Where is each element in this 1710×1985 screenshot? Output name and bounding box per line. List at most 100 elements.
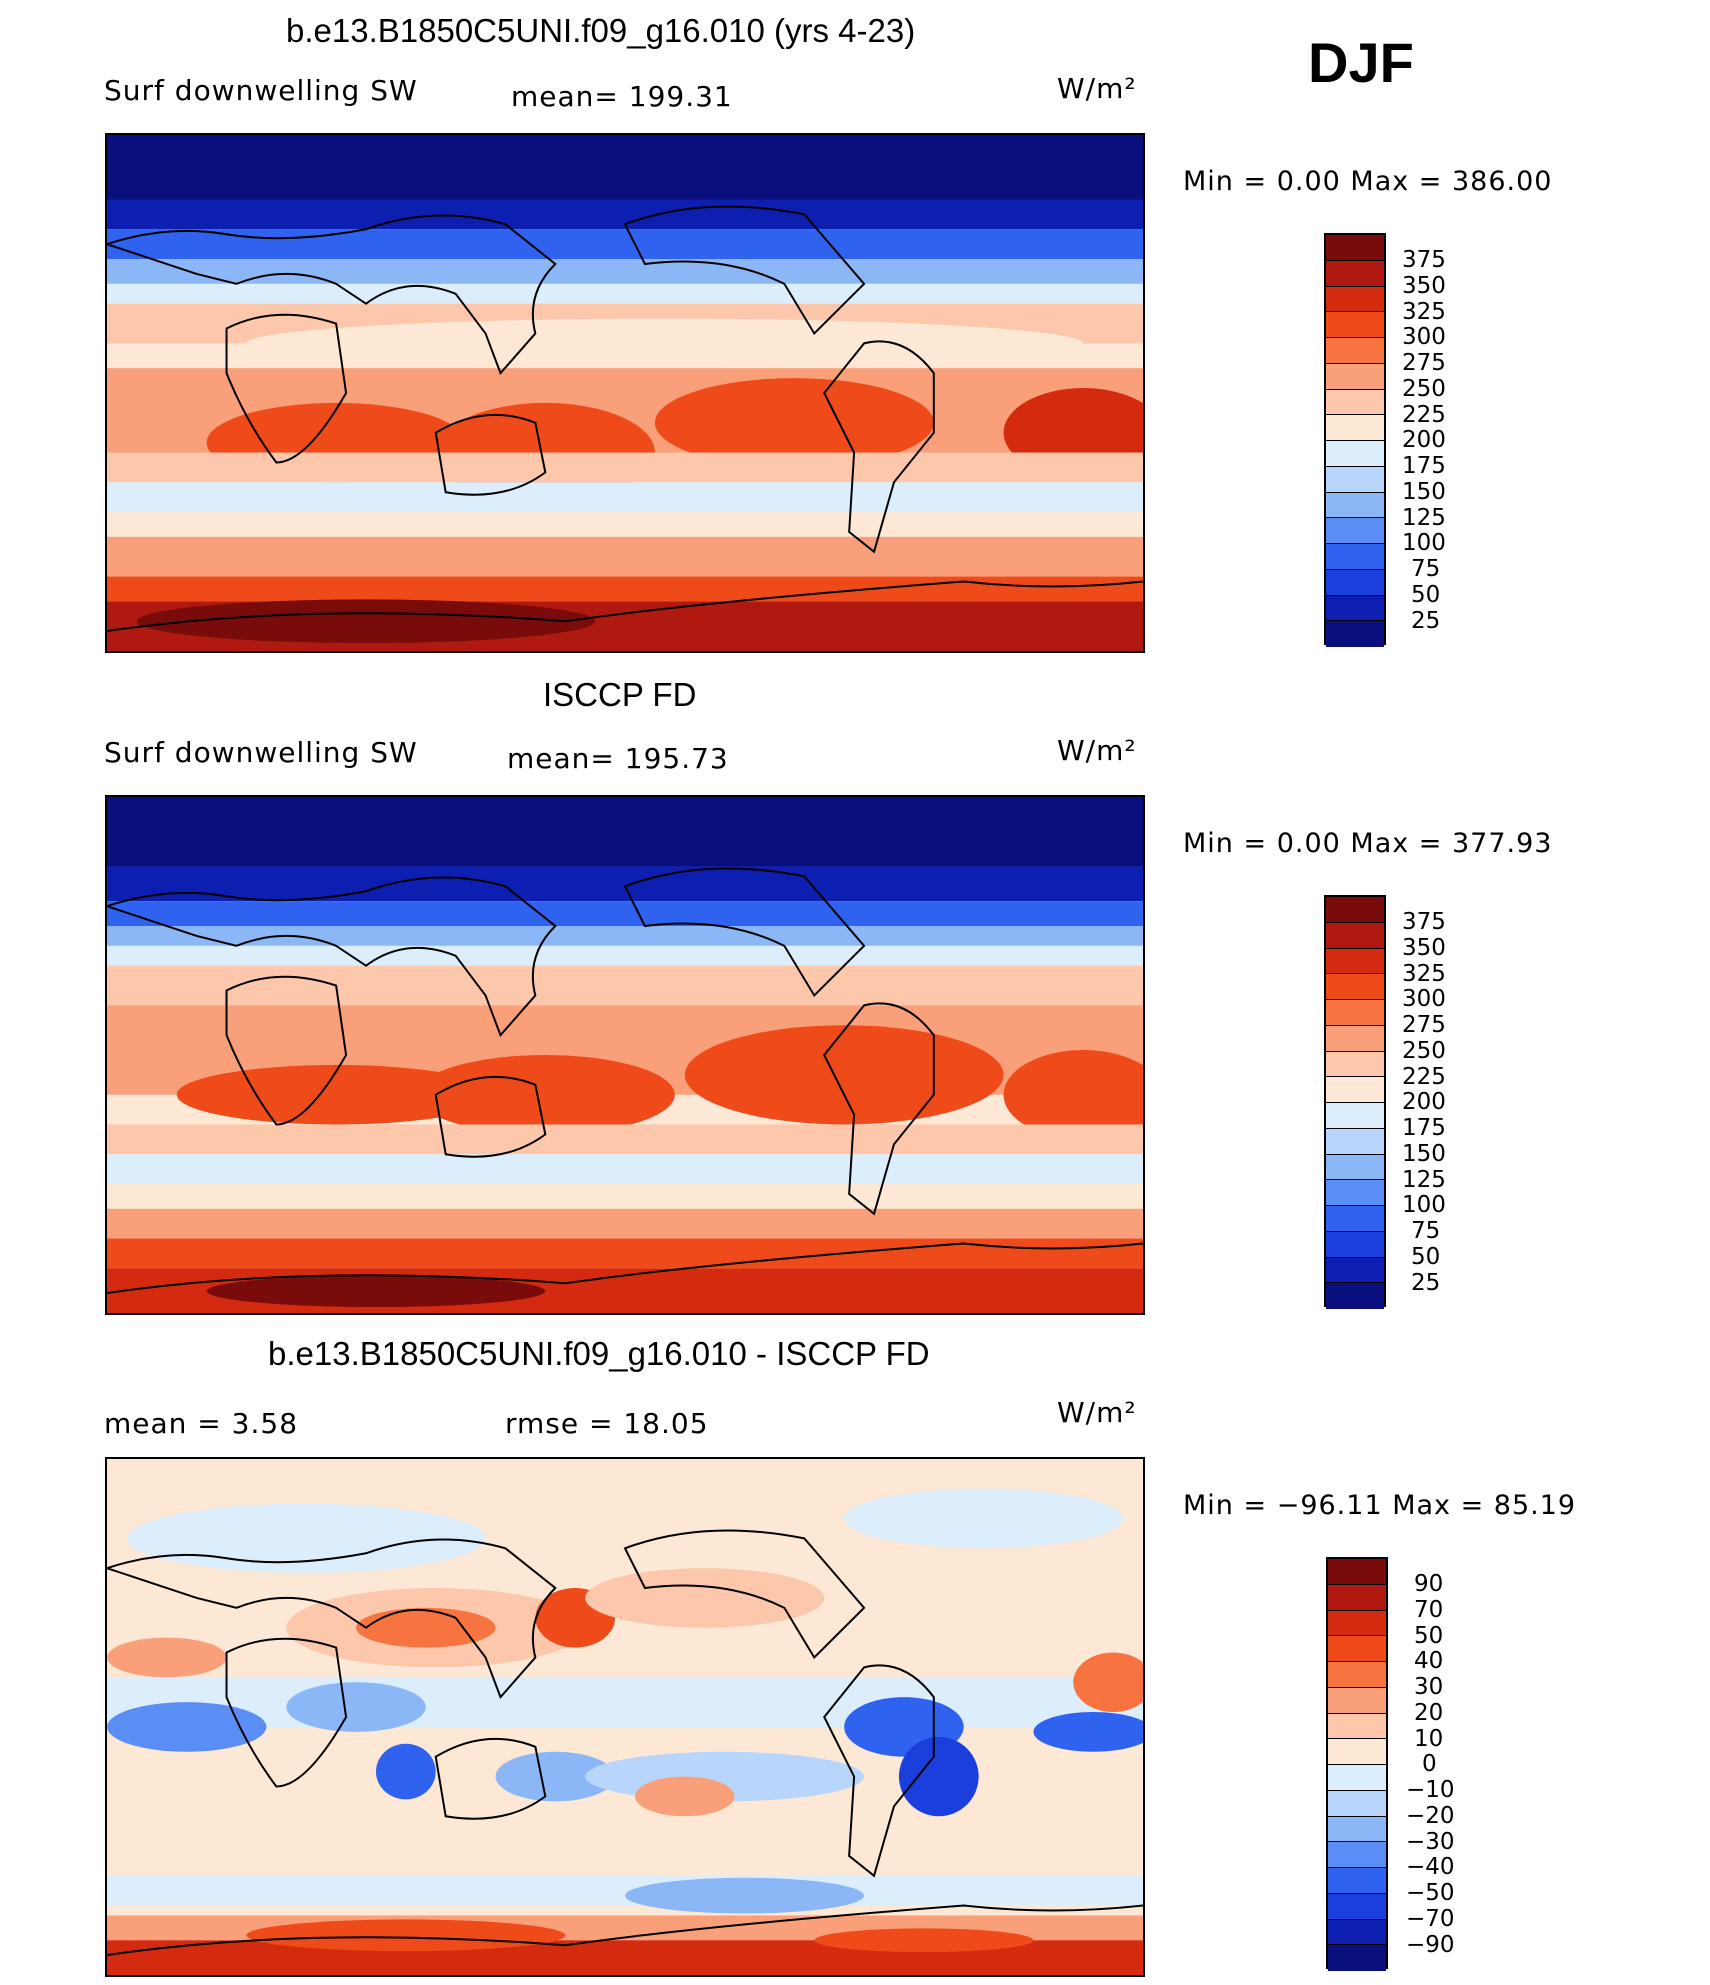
colorbar-swatch <box>1326 544 1384 570</box>
colorbar-label: 300 <box>1402 324 1446 350</box>
colorbar-label: 375 <box>1402 247 1446 273</box>
season-label: DJF <box>1308 31 1414 94</box>
colorbar-label: 125 <box>1402 505 1446 531</box>
panel-2-variable-label: Surf downwelling SW <box>104 736 418 769</box>
colorbar-swatch <box>1326 441 1384 467</box>
colorbar-label: −70 <box>1406 1906 1455 1932</box>
colorbar-swatch <box>1326 363 1384 390</box>
colorbar-swatch <box>1326 1180 1384 1206</box>
colorbar-swatch <box>1326 518 1384 544</box>
colorbar-swatch <box>1326 1283 1384 1309</box>
panel-1-map <box>105 133 1145 653</box>
colorbar-label: 350 <box>1402 273 1446 299</box>
colorbar-label: −30 <box>1406 1829 1455 1855</box>
colorbar-swatch <box>1328 1816 1386 1843</box>
colorbar-swatch <box>1326 569 1384 596</box>
colorbar-swatch <box>1328 1945 1386 1971</box>
colorbar-swatch <box>1328 1919 1386 1946</box>
colorbar-swatch <box>1326 492 1384 519</box>
panel-2-colorbar <box>1324 895 1386 1309</box>
colorbar-label: 90 <box>1414 1571 1444 1597</box>
colorbar-swatch <box>1328 1662 1386 1688</box>
panel-3-rmse-label: rmse = 18.05 <box>505 1407 709 1440</box>
colorbar-swatch <box>1326 974 1384 1000</box>
colorbar-label: 200 <box>1402 427 1446 453</box>
colorbar-label: 0 <box>1422 1751 1437 1777</box>
colorbar-label: 50 <box>1411 1244 1441 1270</box>
panel-2-mean-label: mean= 195.73 <box>507 742 729 775</box>
panel-3-minmax: Min = −96.11 Max = 85.19 <box>1183 1490 1577 1521</box>
colorbar-swatch <box>1328 1636 1386 1662</box>
colorbar-swatch <box>1328 1739 1386 1765</box>
panel-3-map-svg <box>107 1459 1143 1975</box>
panel-1-map-svg <box>107 135 1143 651</box>
colorbar-label: 10 <box>1414 1726 1444 1752</box>
colorbar-label: 275 <box>1402 1012 1446 1038</box>
panel-2-minmax: Min = 0.00 Max = 377.93 <box>1183 828 1553 859</box>
colorbar-swatch <box>1326 621 1384 647</box>
colorbar-label: 100 <box>1402 530 1446 556</box>
colorbar-swatch <box>1326 1128 1384 1155</box>
colorbar-swatch <box>1328 1559 1386 1585</box>
colorbar-swatch <box>1326 389 1384 416</box>
colorbar-label: 75 <box>1411 556 1441 582</box>
colorbar-swatch <box>1326 948 1384 975</box>
colorbar-swatch <box>1326 1206 1384 1232</box>
colorbar-swatch <box>1328 1868 1386 1894</box>
colorbar-swatch <box>1326 286 1384 313</box>
colorbar-label: 325 <box>1402 961 1446 987</box>
colorbar-label: 175 <box>1402 453 1446 479</box>
colorbar-swatch <box>1326 1103 1384 1129</box>
colorbar-label: 225 <box>1402 1064 1446 1090</box>
colorbar-swatch <box>1326 1154 1384 1181</box>
panel-2-units: W/m² <box>1057 734 1137 767</box>
panel-3-colorbar <box>1326 1557 1388 1971</box>
colorbar-label: 175 <box>1402 1115 1446 1141</box>
colorbar-label: 100 <box>1402 1192 1446 1218</box>
colorbar-swatch <box>1326 595 1384 622</box>
colorbar-label: 200 <box>1402 1089 1446 1115</box>
panel-3-title: b.e13.B1850C5UNI.f09_g16.010 - ISCCP FD <box>268 1335 930 1372</box>
colorbar-swatch <box>1326 1077 1384 1103</box>
colorbar-label: 30 <box>1414 1674 1444 1700</box>
colorbar-label: 225 <box>1402 402 1446 428</box>
colorbar-swatch <box>1326 312 1384 338</box>
panel-2-map <box>105 795 1145 1315</box>
colorbar-swatch <box>1326 466 1384 493</box>
colorbar-label: 70 <box>1414 1597 1444 1623</box>
panel-3-map <box>105 1457 1145 1977</box>
colorbar-swatch <box>1328 1842 1386 1868</box>
colorbar-swatch <box>1326 922 1384 949</box>
colorbar-label: 375 <box>1402 909 1446 935</box>
colorbar-label: −10 <box>1406 1777 1455 1803</box>
colorbar-label: 250 <box>1402 376 1446 402</box>
colorbar-swatch <box>1326 415 1384 441</box>
colorbar-label: −40 <box>1406 1854 1455 1880</box>
colorbar-label: 20 <box>1414 1700 1444 1726</box>
panel-1-title: b.e13.B1850C5UNI.f09_g16.010 (yrs 4-23) <box>286 12 916 49</box>
colorbar-label: 25 <box>1411 1270 1441 1296</box>
panel-2-title: ISCCP FD <box>543 676 697 713</box>
colorbar-label: 50 <box>1414 1623 1444 1649</box>
colorbar-label: 250 <box>1402 1038 1446 1064</box>
colorbar-swatch <box>1328 1687 1386 1714</box>
colorbar-swatch <box>1326 235 1384 261</box>
colorbar-swatch <box>1326 338 1384 364</box>
colorbar-swatch <box>1326 1231 1384 1258</box>
colorbar-label: 150 <box>1402 1141 1446 1167</box>
colorbar-label: 25 <box>1411 608 1441 634</box>
colorbar-swatch <box>1326 1000 1384 1026</box>
colorbar-label: 325 <box>1402 299 1446 325</box>
colorbar-swatch <box>1326 897 1384 923</box>
colorbar-label: 275 <box>1402 350 1446 376</box>
colorbar-label: −20 <box>1406 1803 1455 1829</box>
colorbar-swatch <box>1328 1713 1386 1740</box>
colorbar-label: 50 <box>1411 582 1441 608</box>
colorbar-swatch <box>1328 1610 1386 1637</box>
colorbar-label: 75 <box>1411 1218 1441 1244</box>
panel-1-minmax: Min = 0.00 Max = 386.00 <box>1183 166 1553 197</box>
colorbar-swatch <box>1328 1765 1386 1791</box>
colorbar-label: 125 <box>1402 1167 1446 1193</box>
panel-3-mean-label: mean = 3.58 <box>104 1407 299 1440</box>
colorbar-swatch <box>1326 1051 1384 1078</box>
